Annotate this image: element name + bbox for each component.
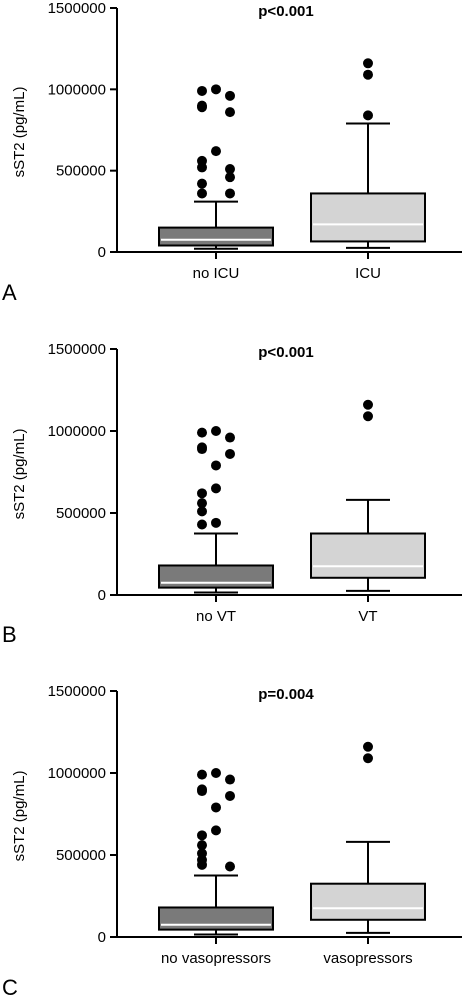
y-axis-label: sST2 (pg/mL) bbox=[11, 87, 28, 178]
p-value-label: p=0.004 bbox=[258, 686, 314, 703]
x-category-label: no VT bbox=[196, 608, 236, 625]
outlier-point bbox=[211, 146, 221, 157]
outlier-point bbox=[197, 498, 207, 509]
outlier-point bbox=[211, 460, 221, 471]
outlier-point bbox=[225, 107, 235, 118]
iqr-box bbox=[310, 192, 426, 243]
outlier-point bbox=[197, 444, 207, 455]
outlier-point bbox=[225, 172, 235, 183]
box-group-1: no vasopressors bbox=[158, 768, 274, 967]
outlier-point bbox=[197, 102, 207, 113]
outlier-point bbox=[211, 768, 221, 778]
y-tick-label: 1000000 bbox=[48, 765, 106, 782]
y-axis-label: sST2 (pg/mL) bbox=[11, 771, 28, 862]
x-category-label: no vasopressors bbox=[161, 950, 271, 967]
outlier-point bbox=[225, 774, 235, 785]
outlier-point bbox=[225, 188, 235, 199]
panel-letter: B bbox=[2, 622, 17, 647]
outlier-point bbox=[225, 164, 235, 175]
outlier-point bbox=[211, 517, 221, 528]
y-axis-label: sST2 (pg/mL) bbox=[11, 429, 28, 520]
panel-c: 0 500000 1000000 1500000 sST2 (pg/mL) p=0.004… bbox=[2, 683, 462, 1000]
outlier-point bbox=[211, 802, 221, 813]
iqr-box bbox=[158, 226, 274, 247]
outlier-point bbox=[363, 399, 373, 410]
outlier-point bbox=[197, 488, 207, 499]
p-value-label: p<0.001 bbox=[258, 344, 313, 361]
outlier-point bbox=[211, 825, 221, 836]
outlier-point bbox=[197, 162, 207, 173]
iqr-box bbox=[158, 564, 274, 589]
outlier-point bbox=[225, 90, 235, 101]
outlier-point bbox=[197, 840, 207, 851]
panel-letter: C bbox=[2, 975, 18, 1000]
y-tick-label: 0 bbox=[98, 587, 106, 604]
outlier-point bbox=[363, 411, 373, 422]
outlier-point bbox=[197, 786, 207, 797]
outlier-point bbox=[225, 448, 235, 459]
outlier-point bbox=[363, 110, 373, 121]
box-group-2: vasopressors bbox=[310, 741, 426, 967]
outlier-point bbox=[225, 790, 235, 801]
outlier-point bbox=[363, 753, 373, 764]
x-category-label: ICU bbox=[355, 265, 381, 282]
x-category-label: no ICU bbox=[193, 265, 240, 282]
outlier-point bbox=[197, 178, 207, 189]
outlier-point bbox=[225, 432, 235, 443]
box-group-2: ICU bbox=[310, 58, 426, 282]
outlier-point bbox=[197, 85, 207, 96]
panel-letter: A bbox=[2, 280, 17, 305]
iqr-box bbox=[310, 882, 426, 921]
outlier-point bbox=[197, 859, 207, 870]
outlier-point bbox=[197, 427, 207, 438]
p-value-label: p<0.001 bbox=[258, 3, 313, 20]
iqr-box bbox=[310, 532, 426, 579]
y-tick-label: 1500000 bbox=[48, 0, 106, 17]
panel-b: 0 500000 1000000 1500000 sST2 (pg/mL) p<0.001… bbox=[2, 341, 462, 647]
outlier-point bbox=[211, 84, 221, 95]
y-tick-label: 0 bbox=[98, 929, 106, 946]
outlier-point bbox=[197, 506, 207, 517]
outlier-point bbox=[363, 69, 373, 80]
outlier-point bbox=[225, 861, 235, 872]
outlier-point bbox=[211, 483, 221, 494]
y-tick-label: 500000 bbox=[56, 163, 106, 180]
outlier-point bbox=[197, 188, 207, 199]
y-tick-label: 500000 bbox=[56, 847, 106, 864]
box-group-1: no ICU bbox=[158, 84, 274, 282]
outlier-point bbox=[197, 830, 207, 841]
box-group-1: no VT bbox=[158, 426, 274, 625]
iqr-box bbox=[158, 906, 274, 931]
outlier-point bbox=[197, 519, 207, 530]
outlier-point bbox=[211, 426, 221, 436]
outlier-point bbox=[363, 741, 373, 752]
box-group-2: VT bbox=[310, 399, 426, 625]
panel-a: 0 500000 1000000 1500000 sST2 (pg/mL) p<0.001… bbox=[2, 0, 462, 305]
outlier-point bbox=[197, 769, 207, 780]
y-tick-label: 1500000 bbox=[48, 341, 106, 358]
y-tick-label: 500000 bbox=[56, 505, 106, 522]
x-category-label: VT bbox=[358, 608, 377, 625]
y-tick-label: 1000000 bbox=[48, 81, 106, 98]
y-tick-label: 0 bbox=[98, 244, 106, 261]
outlier-point bbox=[363, 58, 373, 69]
y-tick-label: 1000000 bbox=[48, 423, 106, 440]
y-tick-label: 1500000 bbox=[48, 683, 106, 700]
x-category-label: vasopressors bbox=[323, 950, 412, 967]
